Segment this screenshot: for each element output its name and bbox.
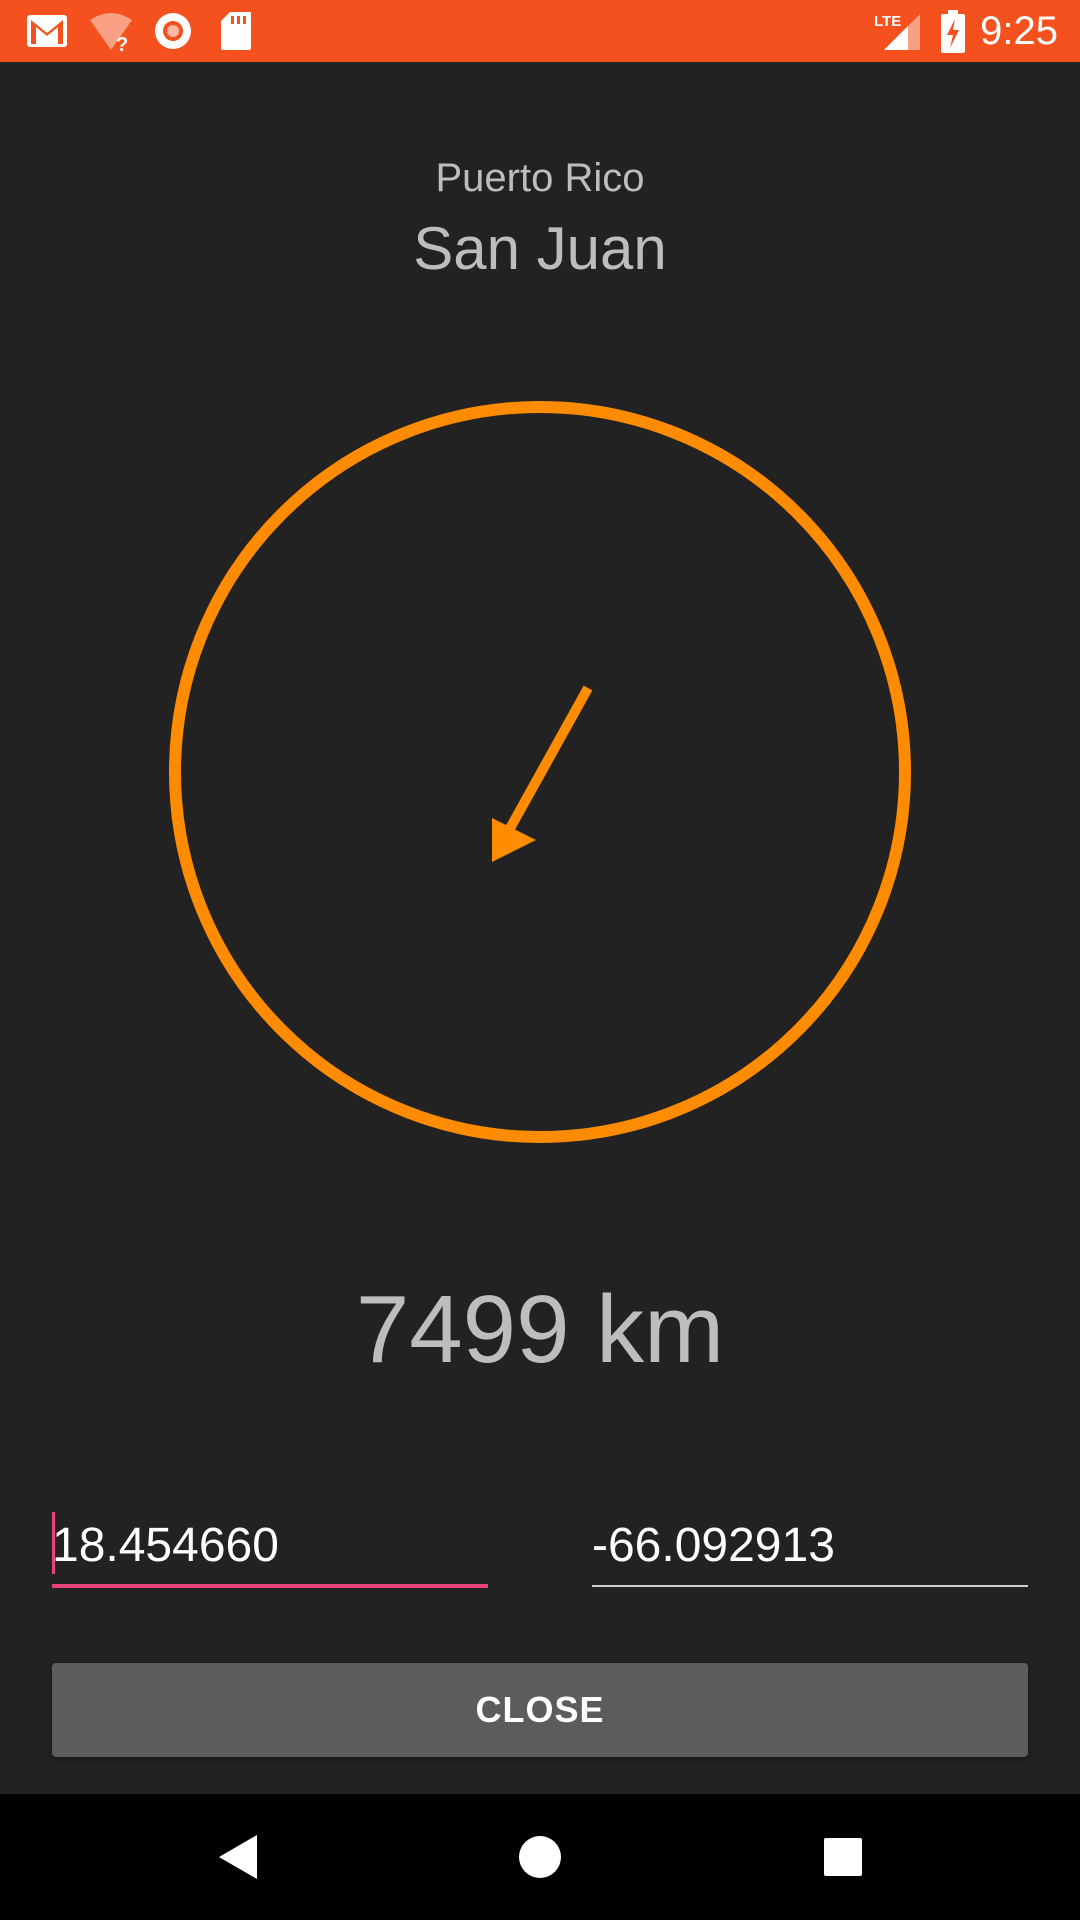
back-icon bbox=[219, 1835, 257, 1879]
longitude-field[interactable] bbox=[592, 1508, 1028, 1588]
longitude-input[interactable] bbox=[592, 1508, 1028, 1582]
status-bar: ? LTE 9:25 bbox=[0, 0, 1080, 62]
longitude-underline bbox=[592, 1585, 1028, 1587]
gmail-icon bbox=[27, 15, 67, 47]
distance-readout: 7499 km bbox=[355, 1276, 725, 1383]
svg-text:LTE: LTE bbox=[874, 13, 901, 30]
wifi-question-icon: ? bbox=[90, 13, 132, 52]
status-time: 9:25 bbox=[980, 9, 1058, 53]
latitude-input[interactable] bbox=[52, 1508, 488, 1582]
compass bbox=[169, 401, 911, 1143]
text-cursor bbox=[52, 1512, 55, 1574]
svg-text:?: ? bbox=[116, 34, 128, 52]
nav-back-button[interactable] bbox=[204, 1824, 270, 1890]
record-icon bbox=[155, 13, 191, 49]
navigation-bar bbox=[0, 1794, 1080, 1920]
close-button[interactable]: CLOSE bbox=[52, 1663, 1028, 1757]
latitude-underline bbox=[52, 1584, 488, 1588]
nav-home-button[interactable] bbox=[507, 1824, 573, 1890]
lte-signal-icon: LTE bbox=[874, 13, 920, 50]
direction-arrow-icon bbox=[492, 685, 593, 862]
region-label: Puerto Rico bbox=[435, 156, 645, 200]
nav-recents-button[interactable] bbox=[810, 1824, 876, 1890]
latitude-field[interactable] bbox=[52, 1508, 488, 1588]
city-label: San Juan bbox=[413, 215, 667, 282]
recents-icon bbox=[824, 1838, 862, 1876]
battery-charging-icon bbox=[941, 10, 965, 53]
home-icon bbox=[519, 1836, 561, 1878]
sd-card-icon bbox=[221, 12, 251, 50]
compass-ring bbox=[169, 401, 911, 1143]
